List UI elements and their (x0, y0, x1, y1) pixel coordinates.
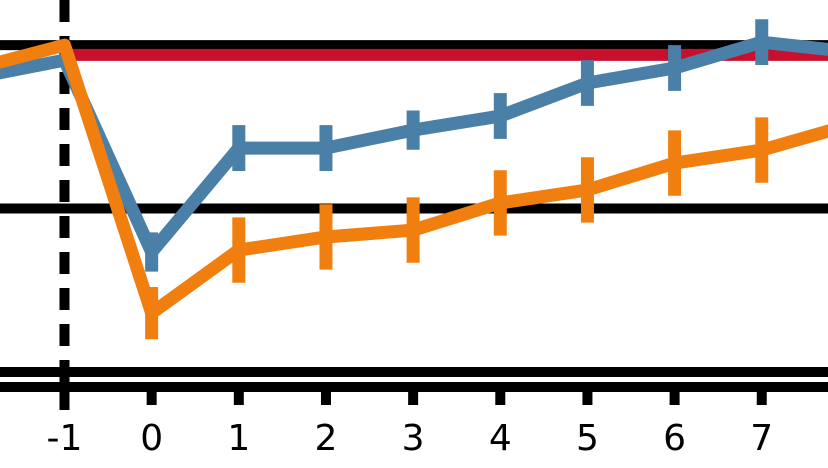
x-tick-label: 3 (402, 418, 425, 459)
x-tick-label: 7 (750, 418, 773, 459)
x-tick-label: 0 (140, 418, 163, 459)
x-tick-label: -1 (47, 418, 83, 459)
x-tick-label: 1 (227, 418, 250, 459)
x-tick-label: 5 (576, 418, 599, 459)
x-tick-label: 6 (663, 418, 686, 459)
x-tick-label: 2 (315, 418, 338, 459)
x-tick-label: 4 (489, 418, 512, 459)
